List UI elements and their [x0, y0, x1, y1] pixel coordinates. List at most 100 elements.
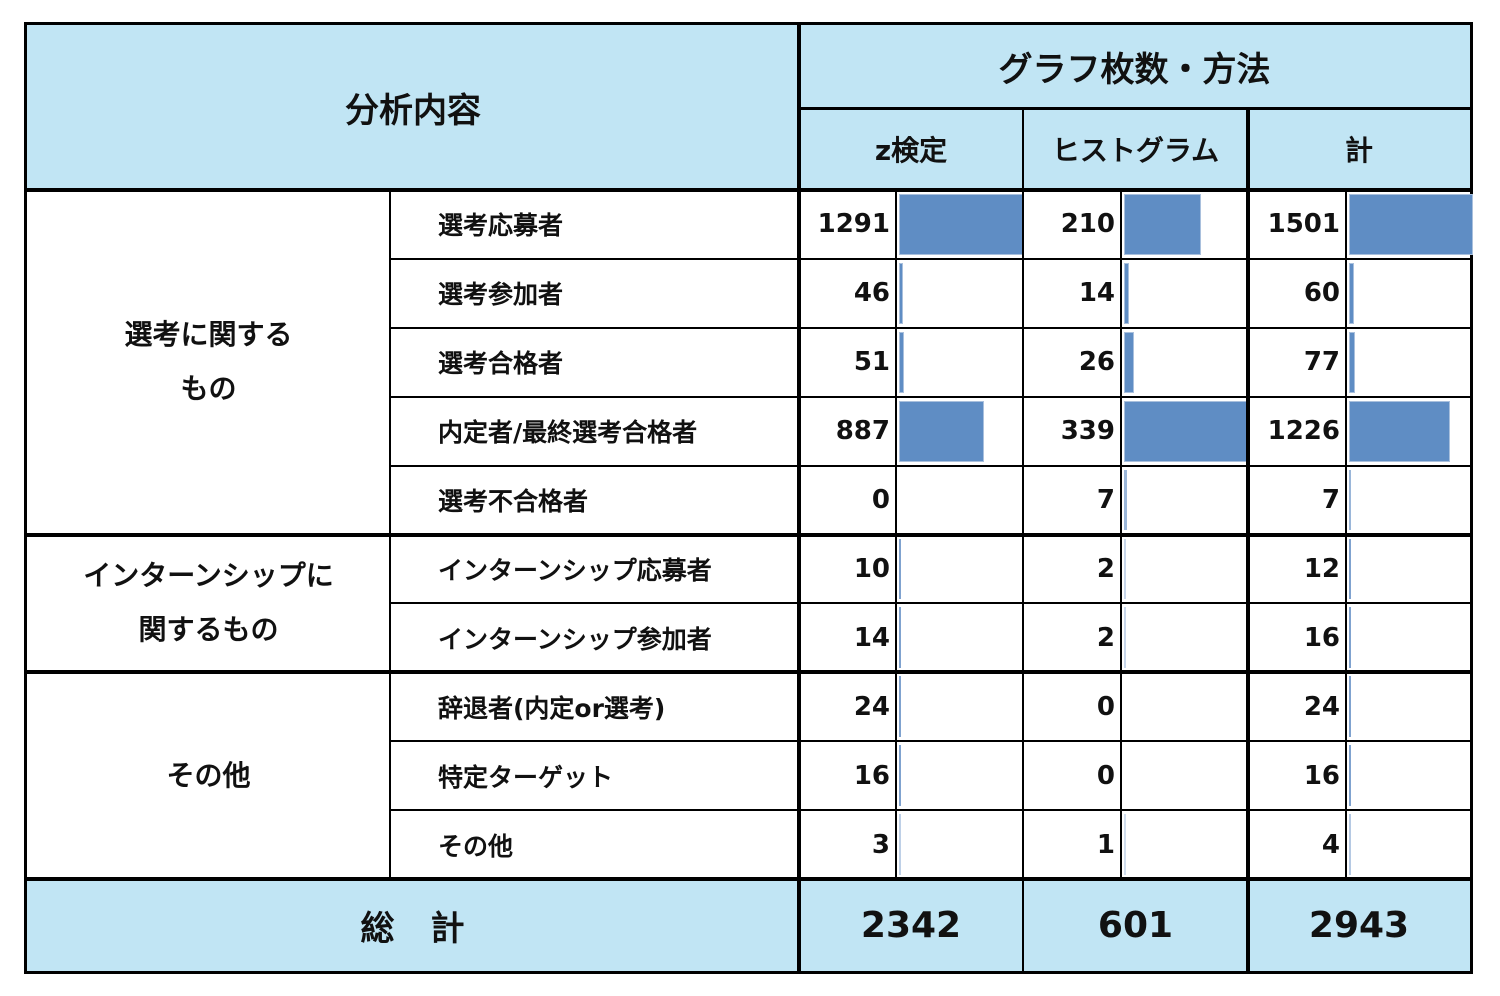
data-bar [899, 400, 985, 462]
row-label: 選考参加者 [438, 280, 564, 310]
value-hist: 339 [1060, 416, 1115, 447]
data-bar [1124, 814, 1126, 875]
value-z: 16 [853, 760, 890, 791]
group-label-line: インターンシップに [83, 559, 334, 593]
data-bar [899, 538, 901, 600]
data-bar-cell [1346, 672, 1470, 741]
total-z-test: 2342 [799, 879, 1023, 971]
row-label: その他 [438, 831, 514, 861]
grid-line [1246, 108, 1250, 971]
data-bar [899, 331, 904, 393]
data-bar-cell [1121, 259, 1248, 328]
data-bar-cell [1346, 466, 1470, 535]
group-label-cell: 選考に関する もの [27, 190, 390, 535]
value-total: 1226 [1267, 416, 1340, 447]
data-bar-cell [1346, 397, 1470, 466]
value-hist: 2 [1096, 553, 1115, 584]
data-bar-cell [896, 603, 1023, 672]
value-total: 12 [1303, 553, 1340, 584]
value-total: 77 [1303, 347, 1340, 378]
data-bar-cell [1121, 535, 1248, 604]
data-bar [1349, 538, 1351, 600]
row-label: 辞退者(内定or選考) [438, 693, 666, 723]
data-bar [1124, 469, 1127, 531]
value-z: 887 [835, 416, 890, 447]
data-bar-cell [896, 466, 1023, 535]
value-total: 1501 [1267, 209, 1340, 240]
value-total: 24 [1303, 691, 1340, 722]
row-label: インターンシップ応募者 [438, 555, 712, 585]
grid-line [799, 106, 1470, 110]
grid-line [895, 190, 897, 879]
column-header-histogram: ヒストグラム [1023, 108, 1248, 190]
total-grand: 2943 [1248, 879, 1470, 971]
row-label: インターンシップ参加者 [438, 624, 712, 654]
row-label: 特定ターゲット [438, 762, 614, 792]
value-hist: 0 [1096, 760, 1115, 791]
data-bar [1349, 262, 1354, 324]
grid-line [797, 25, 801, 971]
grid-line [1345, 190, 1347, 879]
data-bar-cell [1121, 741, 1248, 810]
data-bar [1349, 745, 1351, 807]
grid-line [390, 464, 1470, 467]
value-total: 60 [1303, 278, 1340, 309]
data-bar-cell [1121, 672, 1248, 741]
graph-count-table: 分析内容 グラフ枚数・方法 z検定 ヒストグラム計選考に関する もの インターンシップに関… [24, 22, 1473, 974]
value-hist: 14 [1078, 278, 1115, 309]
data-bar-cell [1121, 603, 1248, 672]
column-header-total: 計 [1248, 108, 1470, 190]
value-z: 46 [853, 278, 890, 309]
data-bar-cell [1121, 397, 1248, 466]
data-bar [1349, 676, 1351, 738]
value-z: 10 [853, 553, 890, 584]
total-histogram: 601 [1023, 879, 1248, 971]
data-bar-cell [1346, 328, 1470, 397]
value-z: 1291 [817, 209, 890, 240]
data-bar [1124, 331, 1134, 393]
data-bar-cell [896, 810, 1023, 879]
value-hist: 26 [1078, 347, 1115, 378]
value-total: 16 [1303, 760, 1340, 791]
grid-line [390, 257, 1470, 260]
grid-line [390, 809, 1470, 812]
value-total: 7 [1321, 485, 1340, 516]
row-label: 選考応募者 [438, 211, 564, 241]
data-bar-cell [1346, 259, 1470, 328]
grid-line [27, 188, 1470, 192]
data-bar-cell [1346, 741, 1470, 810]
grid-line [27, 877, 1470, 881]
group-label-line: その他 [166, 758, 251, 792]
data-bar-cell [1121, 190, 1248, 259]
data-bar [1349, 194, 1473, 255]
data-bar [1349, 400, 1451, 462]
data-bar [1124, 262, 1130, 324]
group-label-line: もの [180, 372, 237, 406]
data-bar-cell [1121, 466, 1248, 535]
group-label-line: 関するもの [138, 613, 279, 647]
data-bar [899, 262, 904, 324]
value-hist: 0 [1096, 691, 1115, 722]
data-bar-cell [896, 672, 1023, 741]
data-bar [899, 745, 901, 807]
grid-line [390, 326, 1470, 329]
value-total: 4 [1321, 829, 1340, 860]
data-bar-cell [896, 328, 1023, 397]
grid-line [390, 395, 1470, 398]
row-label: 選考不合格者 [438, 487, 589, 517]
data-bar [1349, 814, 1351, 875]
data-bar-cell [896, 741, 1023, 810]
value-hist: 7 [1096, 485, 1115, 516]
grid-line [389, 190, 391, 879]
data-bar-cell [896, 397, 1023, 466]
data-bar [1124, 194, 1201, 255]
group-label-cell: インターンシップに 関するもの [27, 535, 390, 673]
group-label-line: 選考に関する [124, 318, 293, 352]
grid-line [390, 602, 1470, 605]
column-header-z-test: z検定 [799, 108, 1023, 190]
data-bar [1124, 538, 1126, 600]
data-bar [1349, 469, 1351, 531]
data-bar-cell [1121, 328, 1248, 397]
graphs-method-header: グラフ枚数・方法 [799, 25, 1470, 108]
value-z: 14 [853, 622, 890, 653]
